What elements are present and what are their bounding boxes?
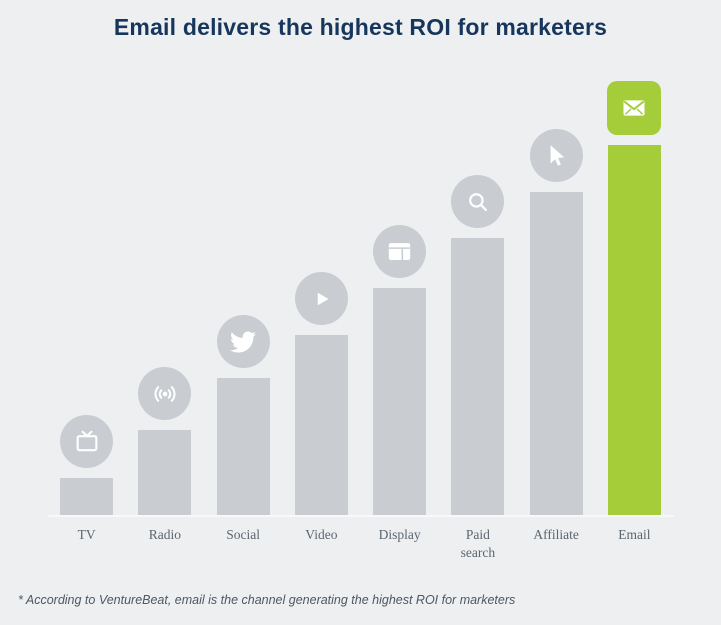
chart-column-affiliate <box>517 129 595 515</box>
bar-display <box>373 288 427 515</box>
chart-column-display <box>361 225 439 515</box>
bar-video <box>294 335 348 515</box>
tv-icon <box>60 415 114 468</box>
chart-title: Email delivers the highest ROI for marke… <box>113 14 608 40</box>
chart-column-paid-search <box>439 175 517 515</box>
chart-labels: TV Radio Social Video Display Paid search Affi… <box>48 526 674 561</box>
chart-footnote: * According to VentureBeat, email is the… <box>18 593 516 607</box>
chart-column-radio <box>126 367 204 515</box>
bar-radio <box>138 430 192 515</box>
bar-chart: TV Radio Social Video Display Paid search Affi… <box>47 79 674 561</box>
radio-icon <box>138 367 192 420</box>
bar-affiliate <box>529 192 583 515</box>
bar-label-paid-search: Paid search <box>460 527 496 560</box>
bar-label-social: Social <box>226 527 260 542</box>
cursor-icon <box>529 129 583 182</box>
bar-label-tv: TV <box>77 527 96 542</box>
bar-social <box>216 378 270 515</box>
chart-columns <box>48 79 674 515</box>
search-icon <box>451 175 505 228</box>
chart-baseline <box>47 515 674 517</box>
play-icon <box>294 272 348 325</box>
bar-label-affiliate: Affiliate <box>533 527 579 542</box>
bar-tv <box>60 478 114 515</box>
bar-label-display: Display <box>378 527 421 542</box>
email-icon <box>607 81 662 135</box>
bar-label-email: Email <box>618 527 651 542</box>
bar-label-video: Video <box>305 527 338 542</box>
bar-email <box>607 145 661 515</box>
bar-label-radio: Radio <box>148 527 181 542</box>
twitter-icon <box>216 315 270 368</box>
display-icon <box>373 225 427 278</box>
chart-column-social <box>204 315 282 515</box>
chart-column-email <box>595 81 673 515</box>
chart-column-video <box>282 272 360 515</box>
bar-paid-search <box>451 238 505 515</box>
chart-column-tv <box>48 415 126 515</box>
